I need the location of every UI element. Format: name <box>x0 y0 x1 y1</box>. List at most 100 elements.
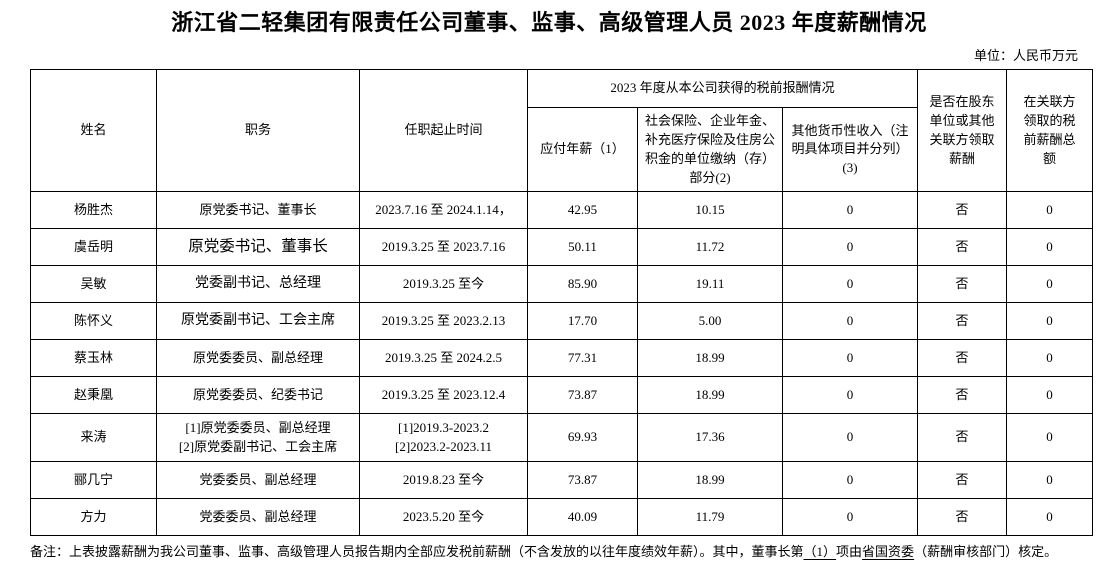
cell-other-income: 0 <box>781 265 919 304</box>
cell-other-income: 0 <box>781 302 919 341</box>
table-row: 杨胜杰 原党委书记、董事长 2023.7.16 至 2024.1.14， 42.… <box>30 191 1094 230</box>
cell-position: [1]原党委委员、副总经理 [2]原党委副书记、工会主席 <box>156 413 360 463</box>
cell-insurance: 17.36 <box>637 413 783 463</box>
cell-related-party-amount: 0 <box>1006 461 1094 500</box>
header-related-party-amount: 在关联方领取的税前薪酬总额 <box>1006 69 1094 193</box>
footnote-segment-underlined: 省国资委 <box>862 544 915 560</box>
cell-related-party: 否 <box>917 461 1008 500</box>
table-row: 赵秉凰 原党委委员、纪委书记 2019.3.25 至 2023.12.4 73.… <box>30 376 1094 415</box>
cell-salary: 40.09 <box>527 498 638 537</box>
cell-related-party-amount: 0 <box>1006 302 1094 341</box>
cell-related-party: 否 <box>917 376 1008 415</box>
cell-position: 党委委员、副总经理 <box>156 498 360 537</box>
cell-insurance: 5.00 <box>637 302 783 341</box>
cell-tenure: 2019.3.25 至今 <box>359 265 528 304</box>
cell-related-party-amount: 0 <box>1006 413 1094 463</box>
table-row: 吴敏 党委副书记、总经理 2019.3.25 至今 85.90 19.11 0 … <box>30 265 1094 304</box>
table-row: 蔡玉林 原党委委员、副总经理 2019.3.25 至 2024.2.5 77.3… <box>30 339 1094 378</box>
cell-position: 原党委委员、纪委书记 <box>156 376 360 415</box>
footnote-segment: （薪酬审核部门）核定。 <box>914 544 1058 560</box>
cell-insurance: 11.72 <box>637 228 783 267</box>
cell-insurance: 18.99 <box>637 339 783 378</box>
cell-position: 原党委书记、董事长 <box>156 228 360 267</box>
salary-table: 姓名 职务 任职起止时间 2023 年度从本公司获得的税前报酬情况 是否在股东单… <box>30 69 1094 537</box>
footnote: 备注：上表披露薪酬为我公司董事、监事、高级管理人员报告期内全部应发税前薪酬（不含… <box>30 544 1098 561</box>
header-related-party: 是否在股东单位或其他关联方领取薪酬 <box>917 69 1008 193</box>
cell-other-income: 0 <box>781 376 919 415</box>
table-row: 方力 党委委员、副总经理 2023.5.20 至今 40.09 11.79 0 … <box>30 498 1094 537</box>
cell-name: 虞岳明 <box>30 228 157 267</box>
cell-tenure: 2019.3.25 至 2023.12.4 <box>359 376 528 415</box>
cell-position: 原党委书记、董事长 <box>156 191 360 230</box>
cell-related-party: 否 <box>917 339 1008 378</box>
cell-salary: 73.87 <box>527 376 638 415</box>
cell-name: 吴敏 <box>30 265 157 304</box>
cell-related-party-amount: 0 <box>1006 376 1094 415</box>
cell-name: 杨胜杰 <box>30 191 157 230</box>
cell-insurance: 18.99 <box>637 461 783 500</box>
table-row: 陈怀义 原党委副书记、工会主席 2019.3.25 至 2023.2.13 17… <box>30 302 1094 341</box>
unit-note: 单位：人民币万元 <box>973 48 1078 64</box>
cell-other-income: 0 <box>781 413 919 463</box>
footnote-segment: 项由 <box>836 544 863 560</box>
cell-other-income: 0 <box>781 461 919 500</box>
table-header: 姓名 职务 任职起止时间 2023 年度从本公司获得的税前报酬情况 是否在股东单… <box>30 69 1094 193</box>
cell-related-party-amount: 0 <box>1006 265 1094 304</box>
cell-position: 党委委员、副总经理 <box>156 461 360 500</box>
cell-tenure: 2019.3.25 至 2023.7.16 <box>359 228 528 267</box>
cell-related-party-amount: 0 <box>1006 191 1094 230</box>
cell-tenure: 2019.8.23 至今 <box>359 461 528 500</box>
cell-tenure: 2023.7.16 至 2024.1.14， <box>359 191 528 230</box>
cell-salary: 73.87 <box>527 461 638 500</box>
cell-position: 党委副书记、总经理 <box>156 265 360 304</box>
footnote-segment-underlined: （1） <box>803 544 837 560</box>
table-row: 来涛 [1]原党委委员、副总经理 [2]原党委副书记、工会主席 [1]2019.… <box>30 413 1094 463</box>
cell-salary: 50.11 <box>527 228 638 267</box>
cell-related-party: 否 <box>917 498 1008 537</box>
cell-other-income: 0 <box>781 498 919 537</box>
cell-salary: 77.31 <box>527 339 638 378</box>
cell-other-income: 0 <box>781 191 919 230</box>
cell-name: 来涛 <box>30 413 157 463</box>
header-tenure: 任职起止时间 <box>359 69 528 193</box>
table-row: 虞岳明 原党委书记、董事长 2019.3.25 至 2023.7.16 50.1… <box>30 228 1094 267</box>
header-position: 职务 <box>156 69 360 193</box>
header-compensation-group: 2023 年度从本公司获得的税前报酬情况 <box>526 69 919 109</box>
header-other-income: 其他货币性收入（注明具体项目并分列）(3) <box>781 107 919 193</box>
cell-insurance: 11.79 <box>637 498 783 537</box>
cell-salary: 42.95 <box>527 191 638 230</box>
cell-salary: 69.93 <box>527 413 638 463</box>
cell-related-party-amount: 0 <box>1006 498 1094 537</box>
header-salary: 应付年薪（1） <box>527 107 638 193</box>
cell-name: 蔡玉林 <box>30 339 157 378</box>
cell-tenure: 2019.3.25 至 2024.2.5 <box>359 339 528 378</box>
cell-name: 方力 <box>30 498 157 537</box>
cell-related-party: 否 <box>917 228 1008 267</box>
cell-insurance: 19.11 <box>637 265 783 304</box>
header-insurance: 社会保险、企业年金、补充医疗保险及住房公积金的单位缴纳（存）部分(2) <box>637 107 783 193</box>
header-name: 姓名 <box>30 69 157 193</box>
cell-related-party: 否 <box>917 413 1008 463</box>
cell-tenure: 2023.5.20 至今 <box>359 498 528 537</box>
cell-related-party-amount: 0 <box>1006 228 1094 267</box>
cell-salary: 17.70 <box>527 302 638 341</box>
cell-related-party: 否 <box>917 191 1008 230</box>
cell-name: 陈怀义 <box>30 302 157 341</box>
table-body: 杨胜杰 原党委书记、董事长 2023.7.16 至 2024.1.14， 42.… <box>30 191 1094 537</box>
cell-insurance: 18.99 <box>637 376 783 415</box>
cell-name: 赵秉凰 <box>30 376 157 415</box>
cell-name: 郦几宁 <box>30 461 157 500</box>
cell-position: 原党委委员、副总经理 <box>156 339 360 378</box>
table-row: 郦几宁 党委委员、副总经理 2019.8.23 至今 73.87 18.99 0… <box>30 461 1094 500</box>
cell-related-party-amount: 0 <box>1006 339 1094 378</box>
cell-related-party: 否 <box>917 302 1008 341</box>
cell-salary: 85.90 <box>527 265 638 304</box>
cell-other-income: 0 <box>781 228 919 267</box>
cell-tenure: [1]2019.3-2023.2 [2]2023.2-2023.11 <box>359 413 528 463</box>
cell-insurance: 10.15 <box>637 191 783 230</box>
cell-related-party: 否 <box>917 265 1008 304</box>
footnote-segment: 备注：上表披露薪酬为我公司董事、监事、高级管理人员报告期内全部应发税前薪酬（不含… <box>30 544 804 560</box>
cell-other-income: 0 <box>781 339 919 378</box>
page-title: 浙江省二轻集团有限责任公司董事、监事、高级管理人员 2023 年度薪酬情况 <box>171 10 927 35</box>
cell-position: 原党委副书记、工会主席 <box>156 302 360 341</box>
